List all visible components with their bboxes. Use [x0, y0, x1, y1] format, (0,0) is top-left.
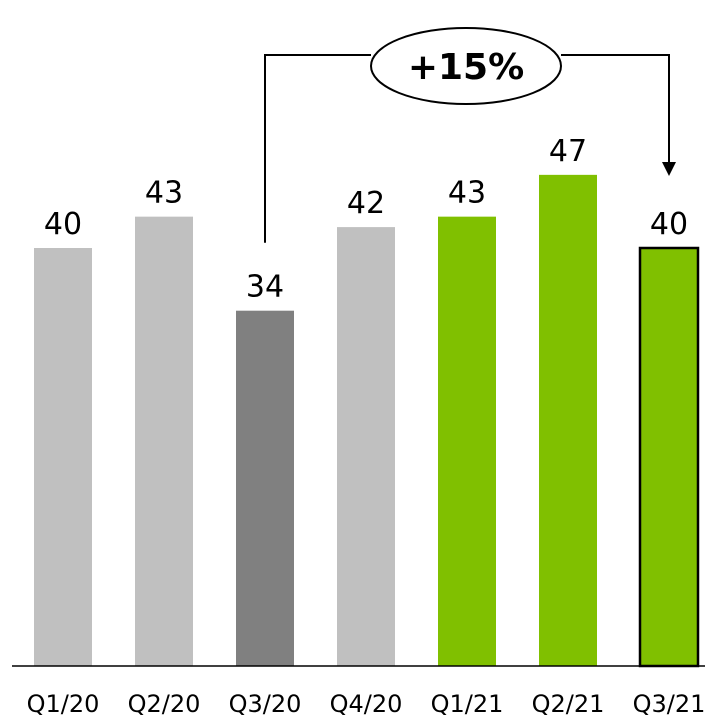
- bar-q2-20: [135, 216, 193, 666]
- x-tick-q2-20: Q2/20: [128, 690, 201, 718]
- callout-bracket-left: [264, 54, 371, 243]
- x-tick-q1-21: Q1/21: [431, 690, 504, 718]
- x-tick-q2-21: Q2/21: [532, 690, 605, 718]
- bar-q1-20: [34, 248, 92, 666]
- bar-q4-20: [337, 227, 395, 666]
- value-label-q3-20: 34: [246, 270, 284, 305]
- bar-q3-21: [638, 246, 700, 668]
- bar-q2-21: [539, 174, 597, 666]
- bar-q1-21: [438, 216, 496, 666]
- x-tick-q4-20: Q4/20: [330, 690, 403, 718]
- value-label-q2-21: 47: [549, 134, 587, 169]
- bar-q3-20: [236, 310, 294, 666]
- x-tick-q3-20: Q3/20: [229, 690, 302, 718]
- value-label-q2-20: 43: [145, 176, 183, 211]
- value-labels-layer: 40 43 34 42 43 47 40: [44, 134, 688, 305]
- growth-callout: +15%: [264, 27, 676, 243]
- value-label-q1-21: 43: [448, 176, 486, 211]
- bars-layer: [34, 174, 700, 668]
- x-tick-q3-21: Q3/21: [633, 690, 705, 718]
- value-label-q3-21: 40: [650, 207, 688, 242]
- value-label-q4-20: 42: [347, 186, 385, 221]
- value-label-q1-20: 40: [44, 207, 82, 242]
- x-tick-q1-20: Q1/20: [27, 690, 100, 718]
- x-axis-ticks-layer: Q1/20 Q2/20 Q3/20 Q4/20 Q1/21 Q2/21 Q3/21: [27, 690, 705, 718]
- callout-text: +15%: [408, 47, 524, 88]
- callout-arrowhead: [662, 162, 676, 176]
- callout-ellipse: [370, 27, 562, 105]
- callout-bracket-right: [561, 54, 670, 162]
